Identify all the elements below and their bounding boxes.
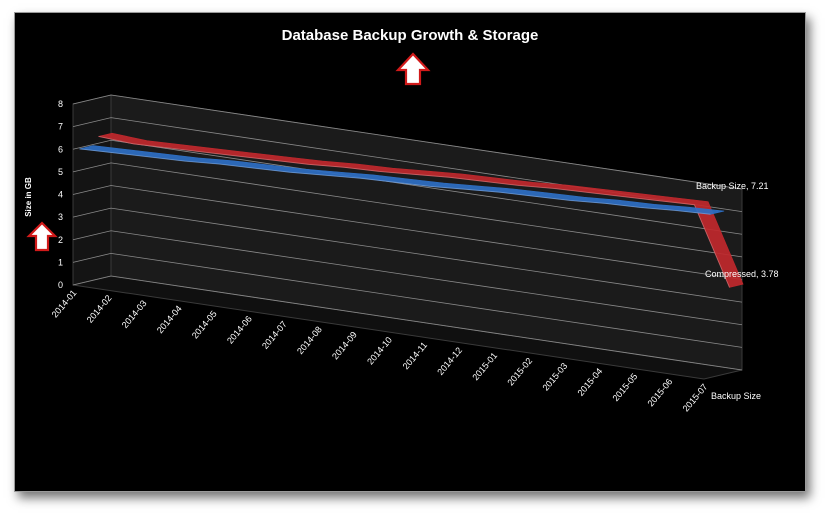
gridline <box>72 207 743 303</box>
x-tick-label: 2014-11 <box>401 340 429 371</box>
series-ribbon-compressed <box>98 132 744 288</box>
x-tick-label: 2014-02 <box>85 293 114 325</box>
y-axis-title: Size in GB <box>24 177 33 217</box>
gridline <box>72 94 743 190</box>
gridline <box>72 139 743 235</box>
x-tick-label: 2014-07 <box>260 319 289 351</box>
x-tick-label: 2014-03 <box>120 298 149 330</box>
gridline <box>72 252 743 348</box>
gridlines <box>72 94 743 371</box>
y-tick-label: 2 <box>58 235 63 245</box>
data-label-backup-size: Backup Size, 7.21 <box>696 181 769 191</box>
up-arrow-outline-icon <box>395 52 431 86</box>
data-label-compressed: Compressed, 3.78 <box>705 269 779 279</box>
gridline <box>72 162 743 258</box>
chart-walls <box>72 94 743 380</box>
x-tick-label: 2014-04 <box>155 304 184 336</box>
x-tick-label: 2015-05 <box>611 371 640 403</box>
y-tick-label: 0 <box>58 280 63 290</box>
x-tick-label: 2014-08 <box>295 324 324 356</box>
x-tick-label: 2015-07 <box>681 382 710 414</box>
series-layer <box>79 132 744 288</box>
y-tick-label: 5 <box>58 167 63 177</box>
gridline <box>72 230 743 326</box>
y-tick-label: 7 <box>58 122 63 132</box>
y-tick-label: 8 <box>58 99 63 109</box>
x-tick-label: 2015-06 <box>646 377 675 409</box>
chart-title: Database Backup Growth & Storage <box>282 27 539 44</box>
x-tick-label: 2014-09 <box>330 330 359 362</box>
x-tick-label: 2014-06 <box>225 314 254 346</box>
series-edge-backup-size <box>79 148 711 215</box>
y-axis-ticks: 0 1 2 3 4 5 6 7 8 <box>58 99 63 290</box>
gridline <box>72 275 743 371</box>
y-tick-label: 3 <box>58 212 63 222</box>
depth-axis-label: Backup Size <box>711 391 761 401</box>
x-tick-label: 2015-03 <box>540 361 569 393</box>
y-tick-label: 1 <box>58 257 63 267</box>
x-tick-label: 2015-04 <box>575 366 604 398</box>
x-tick-label: 2014-05 <box>190 309 219 341</box>
x-tick-label: 2014-10 <box>365 335 394 367</box>
x-tick-label: 2014-12 <box>435 345 464 377</box>
series-edge-compressed <box>98 135 730 288</box>
x-tick-label: 2014-01 <box>50 288 79 320</box>
gridline <box>72 117 743 213</box>
x-tick-label: 2015-02 <box>505 356 534 388</box>
gridline <box>72 185 743 280</box>
y-tick-label: 6 <box>58 144 63 154</box>
series-ribbon-backup-size <box>79 145 725 215</box>
up-arrow-outline-icon <box>26 221 58 252</box>
x-tick-label: 2015-01 <box>470 351 499 383</box>
y-tick-label: 4 <box>58 190 63 200</box>
